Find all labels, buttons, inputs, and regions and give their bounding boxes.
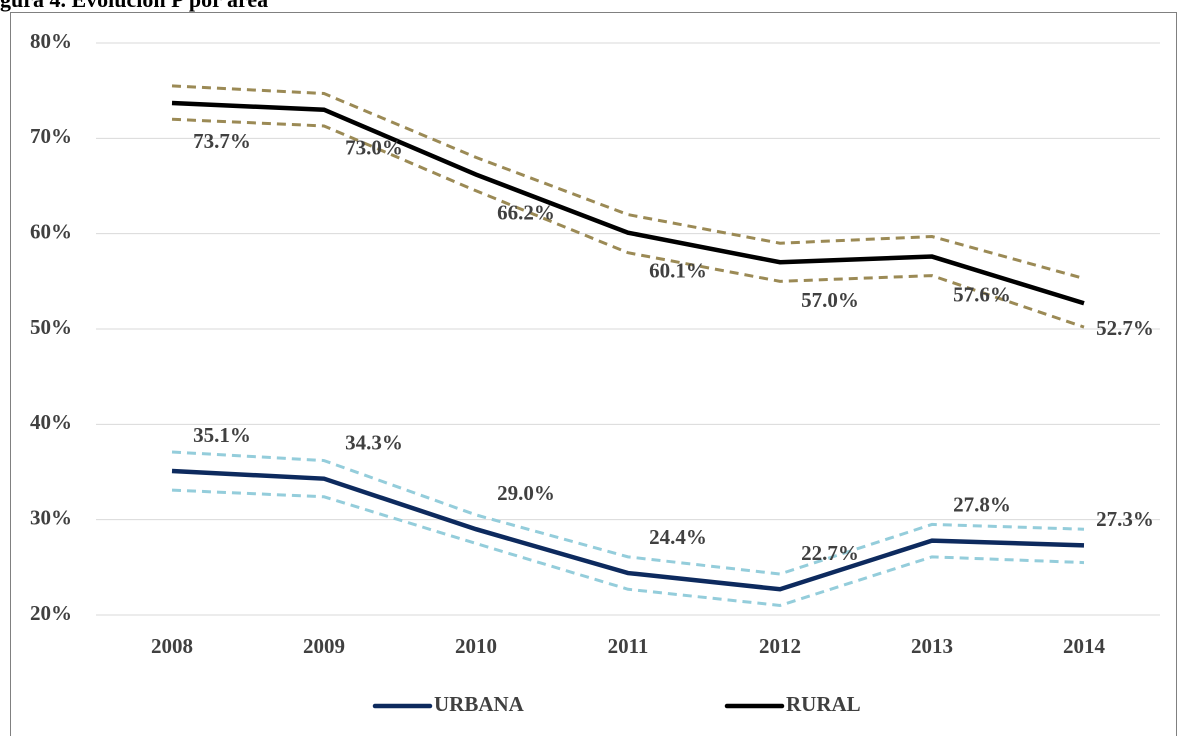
x-tick-label: 2009 — [303, 634, 345, 658]
data-label: 73.0% — [345, 136, 403, 160]
data-label: 22.7% — [801, 541, 859, 565]
lower-bound-line — [171, 117, 1085, 329]
data-label: 27.8% — [953, 492, 1011, 516]
data-label: 34.3% — [345, 430, 403, 454]
y-tick-label: 80% — [30, 29, 72, 53]
data-label: 57.6% — [953, 282, 1011, 306]
data-label: 35.1% — [193, 423, 251, 447]
series-line — [171, 468, 1085, 592]
x-tick-label: 2011 — [608, 634, 649, 658]
y-tick-label: 60% — [30, 219, 72, 243]
y-tick-label: 50% — [30, 315, 72, 339]
data-label: 29.0% — [497, 481, 555, 505]
data-label: 27.3% — [1096, 507, 1154, 531]
x-tick-label: 2013 — [911, 634, 953, 658]
data-label: 52.7% — [1096, 316, 1154, 340]
legend-label: RURAL — [786, 692, 861, 716]
y-tick-label: 70% — [30, 124, 72, 148]
data-label: 66.2% — [497, 200, 555, 224]
upper-bound-line — [171, 84, 1085, 280]
upper-bound-line — [171, 450, 1085, 576]
data-label: 60.1% — [649, 259, 707, 283]
data-label: 24.4% — [649, 525, 707, 549]
lower-bound-line — [171, 488, 1085, 607]
chart-title: gura 4. Evolución P por área — [0, 0, 268, 12]
data-label: 57.0% — [801, 288, 859, 312]
y-tick-label: 40% — [30, 410, 72, 434]
y-tick-label: 30% — [30, 505, 72, 529]
y-tick-label: 20% — [30, 601, 72, 625]
x-tick-label: 2008 — [151, 634, 193, 658]
legend-label: URBANA — [434, 692, 525, 716]
data-label: 73.7% — [193, 129, 251, 153]
x-tick-label: 2012 — [759, 634, 801, 658]
chart-frame — [10, 12, 1177, 736]
x-tick-label: 2014 — [1063, 634, 1106, 658]
series-line — [171, 100, 1085, 306]
x-tick-label: 2010 — [455, 634, 497, 658]
